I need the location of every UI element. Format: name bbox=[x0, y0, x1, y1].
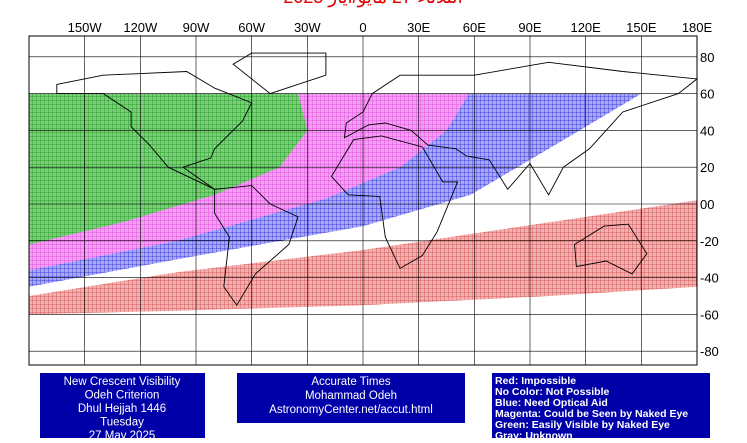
legend-line: Red: Impossible bbox=[495, 375, 576, 387]
legend-line: Magenta: Could be Seen by Naked Eye bbox=[495, 408, 688, 420]
longitude-label: 60E bbox=[463, 20, 486, 35]
times-line: Accurate Times bbox=[311, 376, 390, 388]
coastline bbox=[574, 223, 648, 275]
info-line: Odeh Criterion bbox=[85, 390, 160, 402]
latitude-label: 60 bbox=[700, 87, 714, 102]
longitude-label: 0 bbox=[359, 20, 366, 35]
legend-line: Blue: Need Optical Aid bbox=[495, 397, 608, 409]
longitude-label: 90W bbox=[183, 20, 210, 35]
legend-panel bbox=[492, 373, 710, 443]
legend-line: Green: Easily Visible by Naked Eye bbox=[495, 419, 670, 431]
region-green bbox=[29, 93, 308, 245]
latitude-label: 80 bbox=[700, 50, 714, 65]
longitude-label: 150W bbox=[68, 20, 103, 35]
latitude-label: 20 bbox=[700, 160, 714, 175]
longitude-label: 90E bbox=[518, 20, 541, 35]
coastline bbox=[330, 135, 459, 270]
times-line: AstronomyCenter.net/accut.html bbox=[269, 404, 433, 416]
latitude-label: 40 bbox=[700, 123, 714, 138]
times-panel bbox=[237, 373, 465, 423]
continents bbox=[56, 52, 699, 307]
latitude-label: -60 bbox=[700, 307, 719, 322]
info-panel bbox=[40, 373, 205, 443]
latitude-label: -20 bbox=[700, 234, 719, 249]
coastline bbox=[232, 52, 327, 95]
info-line: 27 May 2025 bbox=[89, 430, 156, 438]
coastline bbox=[56, 71, 253, 190]
map-frame bbox=[28, 35, 698, 366]
longitude-label: 30W bbox=[294, 20, 321, 35]
coastline bbox=[343, 61, 699, 196]
coastline bbox=[214, 185, 299, 307]
longitude-label: 30E bbox=[407, 20, 430, 35]
info-line: Tuesday bbox=[100, 417, 144, 429]
longitude-label: 60W bbox=[238, 20, 265, 35]
legend-line: Gray: Unknown bbox=[495, 430, 573, 438]
times-line: Mohammad Odeh bbox=[305, 390, 397, 402]
latitude-label: -80 bbox=[700, 344, 719, 359]
map-title: الثلاثاء 27 مايو/أيار 2025 bbox=[283, 0, 462, 8]
info-line: Dhul Hejjah 1446 bbox=[78, 403, 166, 415]
latitude-label: 00 bbox=[700, 197, 714, 212]
longitude-label: 180E bbox=[682, 20, 713, 35]
longitude-label: 120W bbox=[123, 20, 158, 35]
latitude-label: -40 bbox=[700, 271, 719, 286]
info-line: New Crescent Visibility bbox=[64, 376, 181, 388]
longitude-label: 150E bbox=[626, 20, 657, 35]
longitude-label: 120E bbox=[570, 20, 601, 35]
legend-line: No Color: Not Possible bbox=[495, 386, 609, 398]
